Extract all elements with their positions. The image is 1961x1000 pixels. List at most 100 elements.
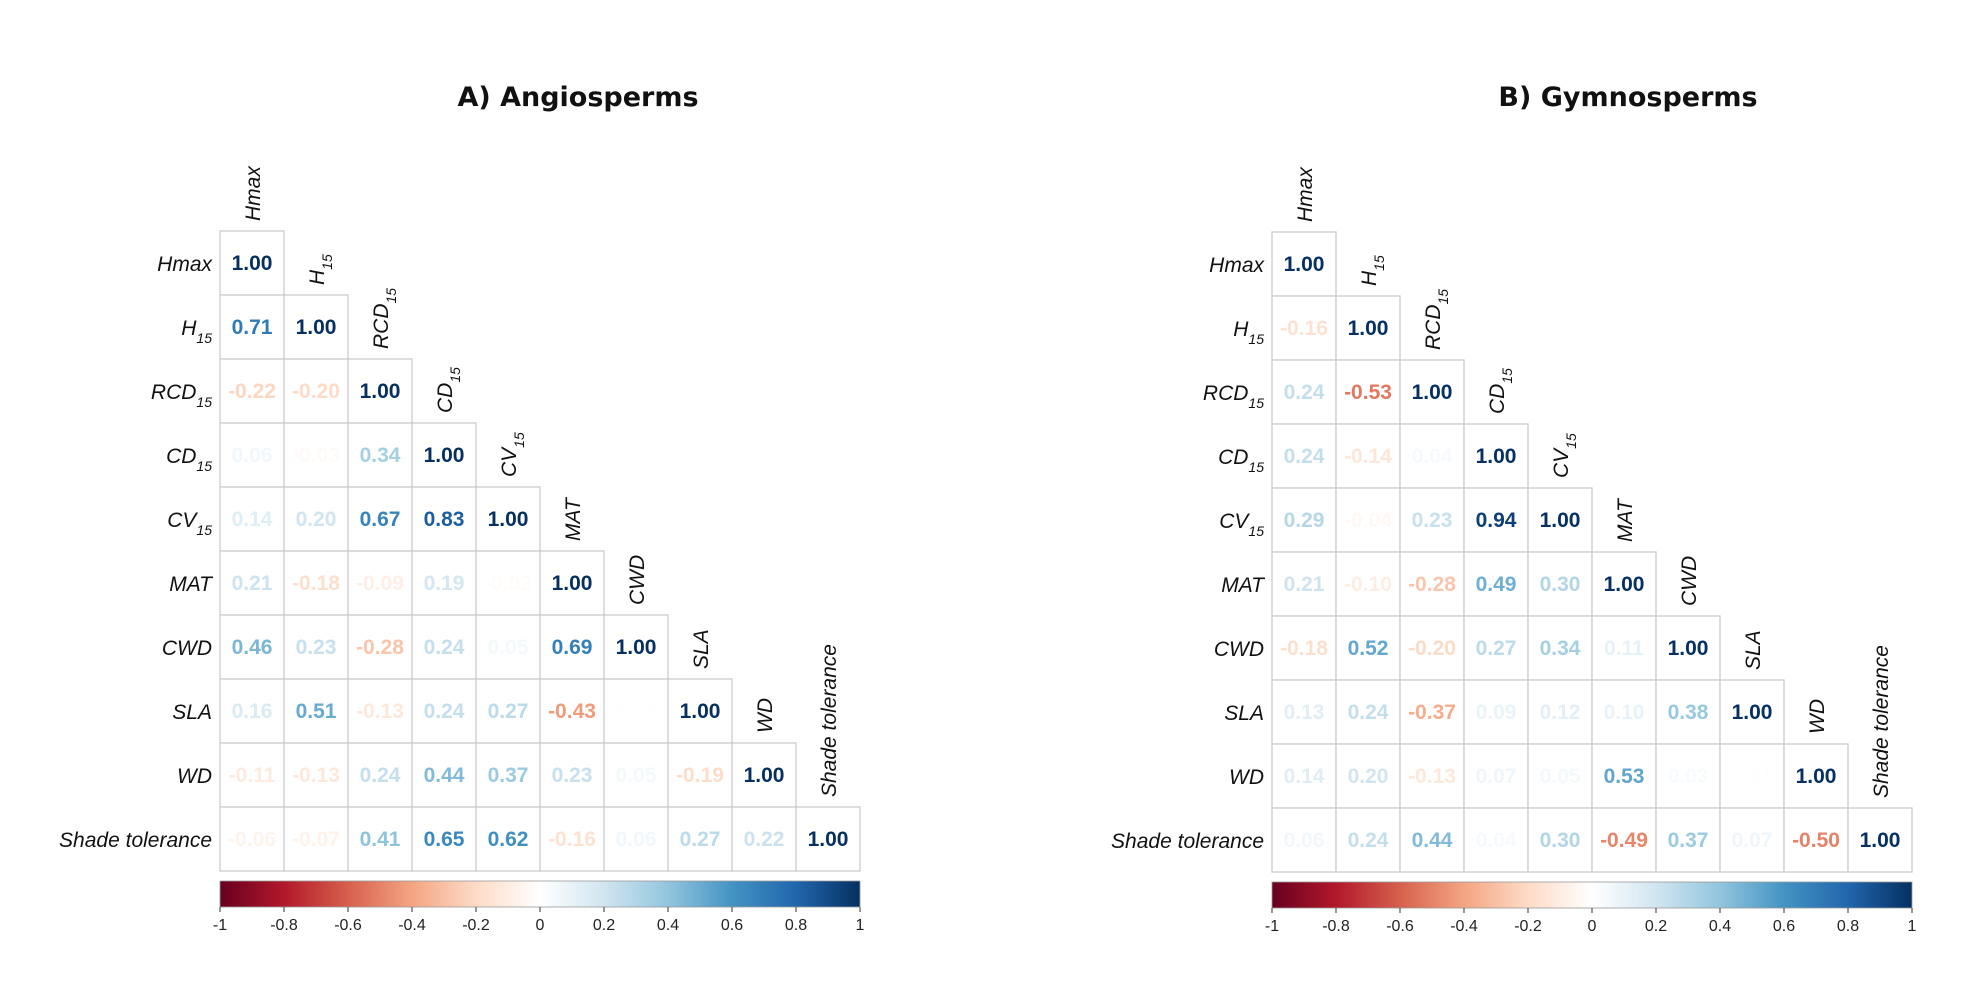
heatmap-cell bbox=[411, 614, 477, 680]
heatmap-cell bbox=[1271, 231, 1337, 297]
cell-value: 1.00 bbox=[232, 252, 273, 275]
cell-value: 0.24 bbox=[1348, 701, 1389, 724]
cell-value: 0.23 bbox=[552, 764, 593, 787]
heatmap-cell bbox=[1655, 743, 1721, 809]
heatmap-cell bbox=[411, 422, 477, 488]
heatmap-cell bbox=[795, 806, 861, 872]
cell-value: 0.53 bbox=[1604, 765, 1645, 788]
cell-value: 0.24 bbox=[1348, 829, 1389, 852]
colorbar-tick-label: 0.4 bbox=[1709, 918, 1731, 935]
heatmap-cell bbox=[283, 486, 349, 552]
cell-value: 0.05 bbox=[488, 636, 529, 659]
column-label-cv-15: CV15 bbox=[498, 432, 527, 477]
row-label-sla: SLA bbox=[1224, 702, 1264, 725]
heatmap-cell bbox=[1335, 615, 1401, 681]
cell-value: 0.46 bbox=[232, 636, 273, 659]
heatmap-cell bbox=[1335, 423, 1401, 489]
cell-value: -0.37 bbox=[1408, 701, 1456, 724]
cell-value: 0.44 bbox=[424, 764, 465, 787]
column-label-rcd-15: RCD15 bbox=[370, 288, 399, 349]
cell-value: 0.14 bbox=[1284, 765, 1325, 788]
colorbar-tick-label: -0.2 bbox=[1514, 918, 1542, 935]
cell-value: 0.10 bbox=[1604, 701, 1645, 724]
column-label-h-15: H15 bbox=[306, 254, 335, 285]
cell-value: 0.30 bbox=[1540, 829, 1581, 852]
column-label-cwd: CWD bbox=[1678, 556, 1701, 606]
cell-value: 1.00 bbox=[424, 444, 465, 467]
column-label-wd: WD bbox=[1806, 699, 1829, 734]
cell-value: 0.12 bbox=[1540, 701, 1581, 724]
column-label-hmax: Hmax bbox=[242, 165, 265, 221]
cell-value: 0.24 bbox=[360, 764, 401, 787]
heatmap-cell bbox=[1719, 807, 1785, 873]
cell-value: -0.20 bbox=[292, 380, 340, 403]
colorbar-tick-label: 0.6 bbox=[1773, 918, 1795, 935]
heatmap-cell bbox=[219, 230, 285, 296]
heatmap-cell bbox=[1271, 359, 1337, 425]
column-label-shade-tolerance: Shade tolerance bbox=[1870, 645, 1893, 798]
cell-value: 0.21 bbox=[1284, 573, 1325, 596]
heatmap-cell bbox=[1335, 487, 1401, 553]
heatmap-cell bbox=[1271, 615, 1337, 681]
column-label-mat: MAT bbox=[1614, 497, 1637, 542]
colorbar-tick-label: -0.2 bbox=[462, 917, 490, 934]
heatmap-cell bbox=[1271, 679, 1337, 745]
colorbar-tick-label: 0.4 bbox=[657, 917, 679, 934]
cell-value: 0.05 bbox=[616, 764, 657, 787]
row-label-cv-15: CV15 bbox=[1219, 510, 1264, 539]
row-label-wd: WD bbox=[1229, 766, 1264, 789]
column-label-sla: SLA bbox=[1742, 630, 1765, 670]
cell-value: 0.16 bbox=[232, 700, 273, 723]
cell-value: 0.06 bbox=[232, 444, 273, 467]
cell-value: 0.06 bbox=[1284, 829, 1325, 852]
cell-value: 0.29 bbox=[1284, 509, 1325, 532]
cell-value: -0.13 bbox=[1408, 765, 1456, 788]
cell-value: 0.19 bbox=[424, 572, 465, 595]
cell-value: -0.09 bbox=[356, 572, 404, 595]
cell-value: 1.00 bbox=[1412, 381, 1453, 404]
cell-value: 0.34 bbox=[360, 444, 401, 467]
cell-value: -0.19 bbox=[676, 764, 724, 787]
cell-value: 1.00 bbox=[808, 828, 849, 851]
cell-value: -0.22 bbox=[228, 380, 276, 403]
colorbar-tick-label: 0 bbox=[1588, 918, 1597, 935]
cell-value: 0.07 bbox=[1732, 829, 1773, 852]
cell-value: -0.07 bbox=[292, 828, 340, 851]
row-label-h-15: H15 bbox=[181, 317, 212, 346]
heatmap-cell bbox=[219, 294, 285, 360]
colorbar-tick-label: -0.8 bbox=[270, 917, 298, 934]
cell-value: -0.28 bbox=[356, 636, 404, 659]
cell-value: -0.43 bbox=[548, 700, 596, 723]
cell-value: -0.11 bbox=[229, 764, 276, 787]
heatmap-cell bbox=[347, 358, 413, 424]
cell-value: -0.18 bbox=[292, 572, 340, 595]
column-label-shade-tolerance: Shade tolerance bbox=[818, 644, 841, 797]
heatmap-cell bbox=[283, 422, 349, 488]
colorbar-tick-label: -0.6 bbox=[1386, 918, 1414, 935]
heatmap-cell bbox=[1463, 423, 1529, 489]
cell-value: 0.62 bbox=[488, 828, 529, 851]
heatmap-cell bbox=[283, 294, 349, 360]
column-label-hmax: Hmax bbox=[1294, 166, 1317, 222]
cell-value: 0.24 bbox=[1284, 381, 1325, 404]
cell-value: 0.27 bbox=[488, 700, 529, 723]
cell-value: -0.10 bbox=[1344, 573, 1392, 596]
colorbar-tick-label: 1 bbox=[856, 917, 865, 934]
cell-value: 0.04 bbox=[1476, 829, 1517, 852]
heatmap-cell bbox=[347, 678, 413, 744]
heatmap-cell bbox=[1591, 807, 1657, 873]
cell-value: 0.41 bbox=[360, 828, 401, 851]
cell-value: 1.00 bbox=[1668, 637, 1709, 660]
row-label-cd-15: CD15 bbox=[1218, 446, 1264, 475]
heatmap-cell bbox=[1719, 679, 1785, 745]
colorbar-tick-label: -0.4 bbox=[1450, 918, 1478, 935]
colorbar-tick-label: 0.2 bbox=[593, 917, 615, 934]
row-label-cv-15: CV15 bbox=[167, 509, 212, 538]
cell-value: 0.71 bbox=[232, 316, 273, 339]
cell-value: 1.00 bbox=[1860, 829, 1901, 852]
heatmap-cell bbox=[1399, 743, 1465, 809]
cell-value: 0.23 bbox=[1412, 509, 1453, 532]
cell-value: 0.37 bbox=[488, 764, 529, 787]
heatmap-cell bbox=[539, 742, 605, 808]
heatmap-cell bbox=[1463, 615, 1529, 681]
